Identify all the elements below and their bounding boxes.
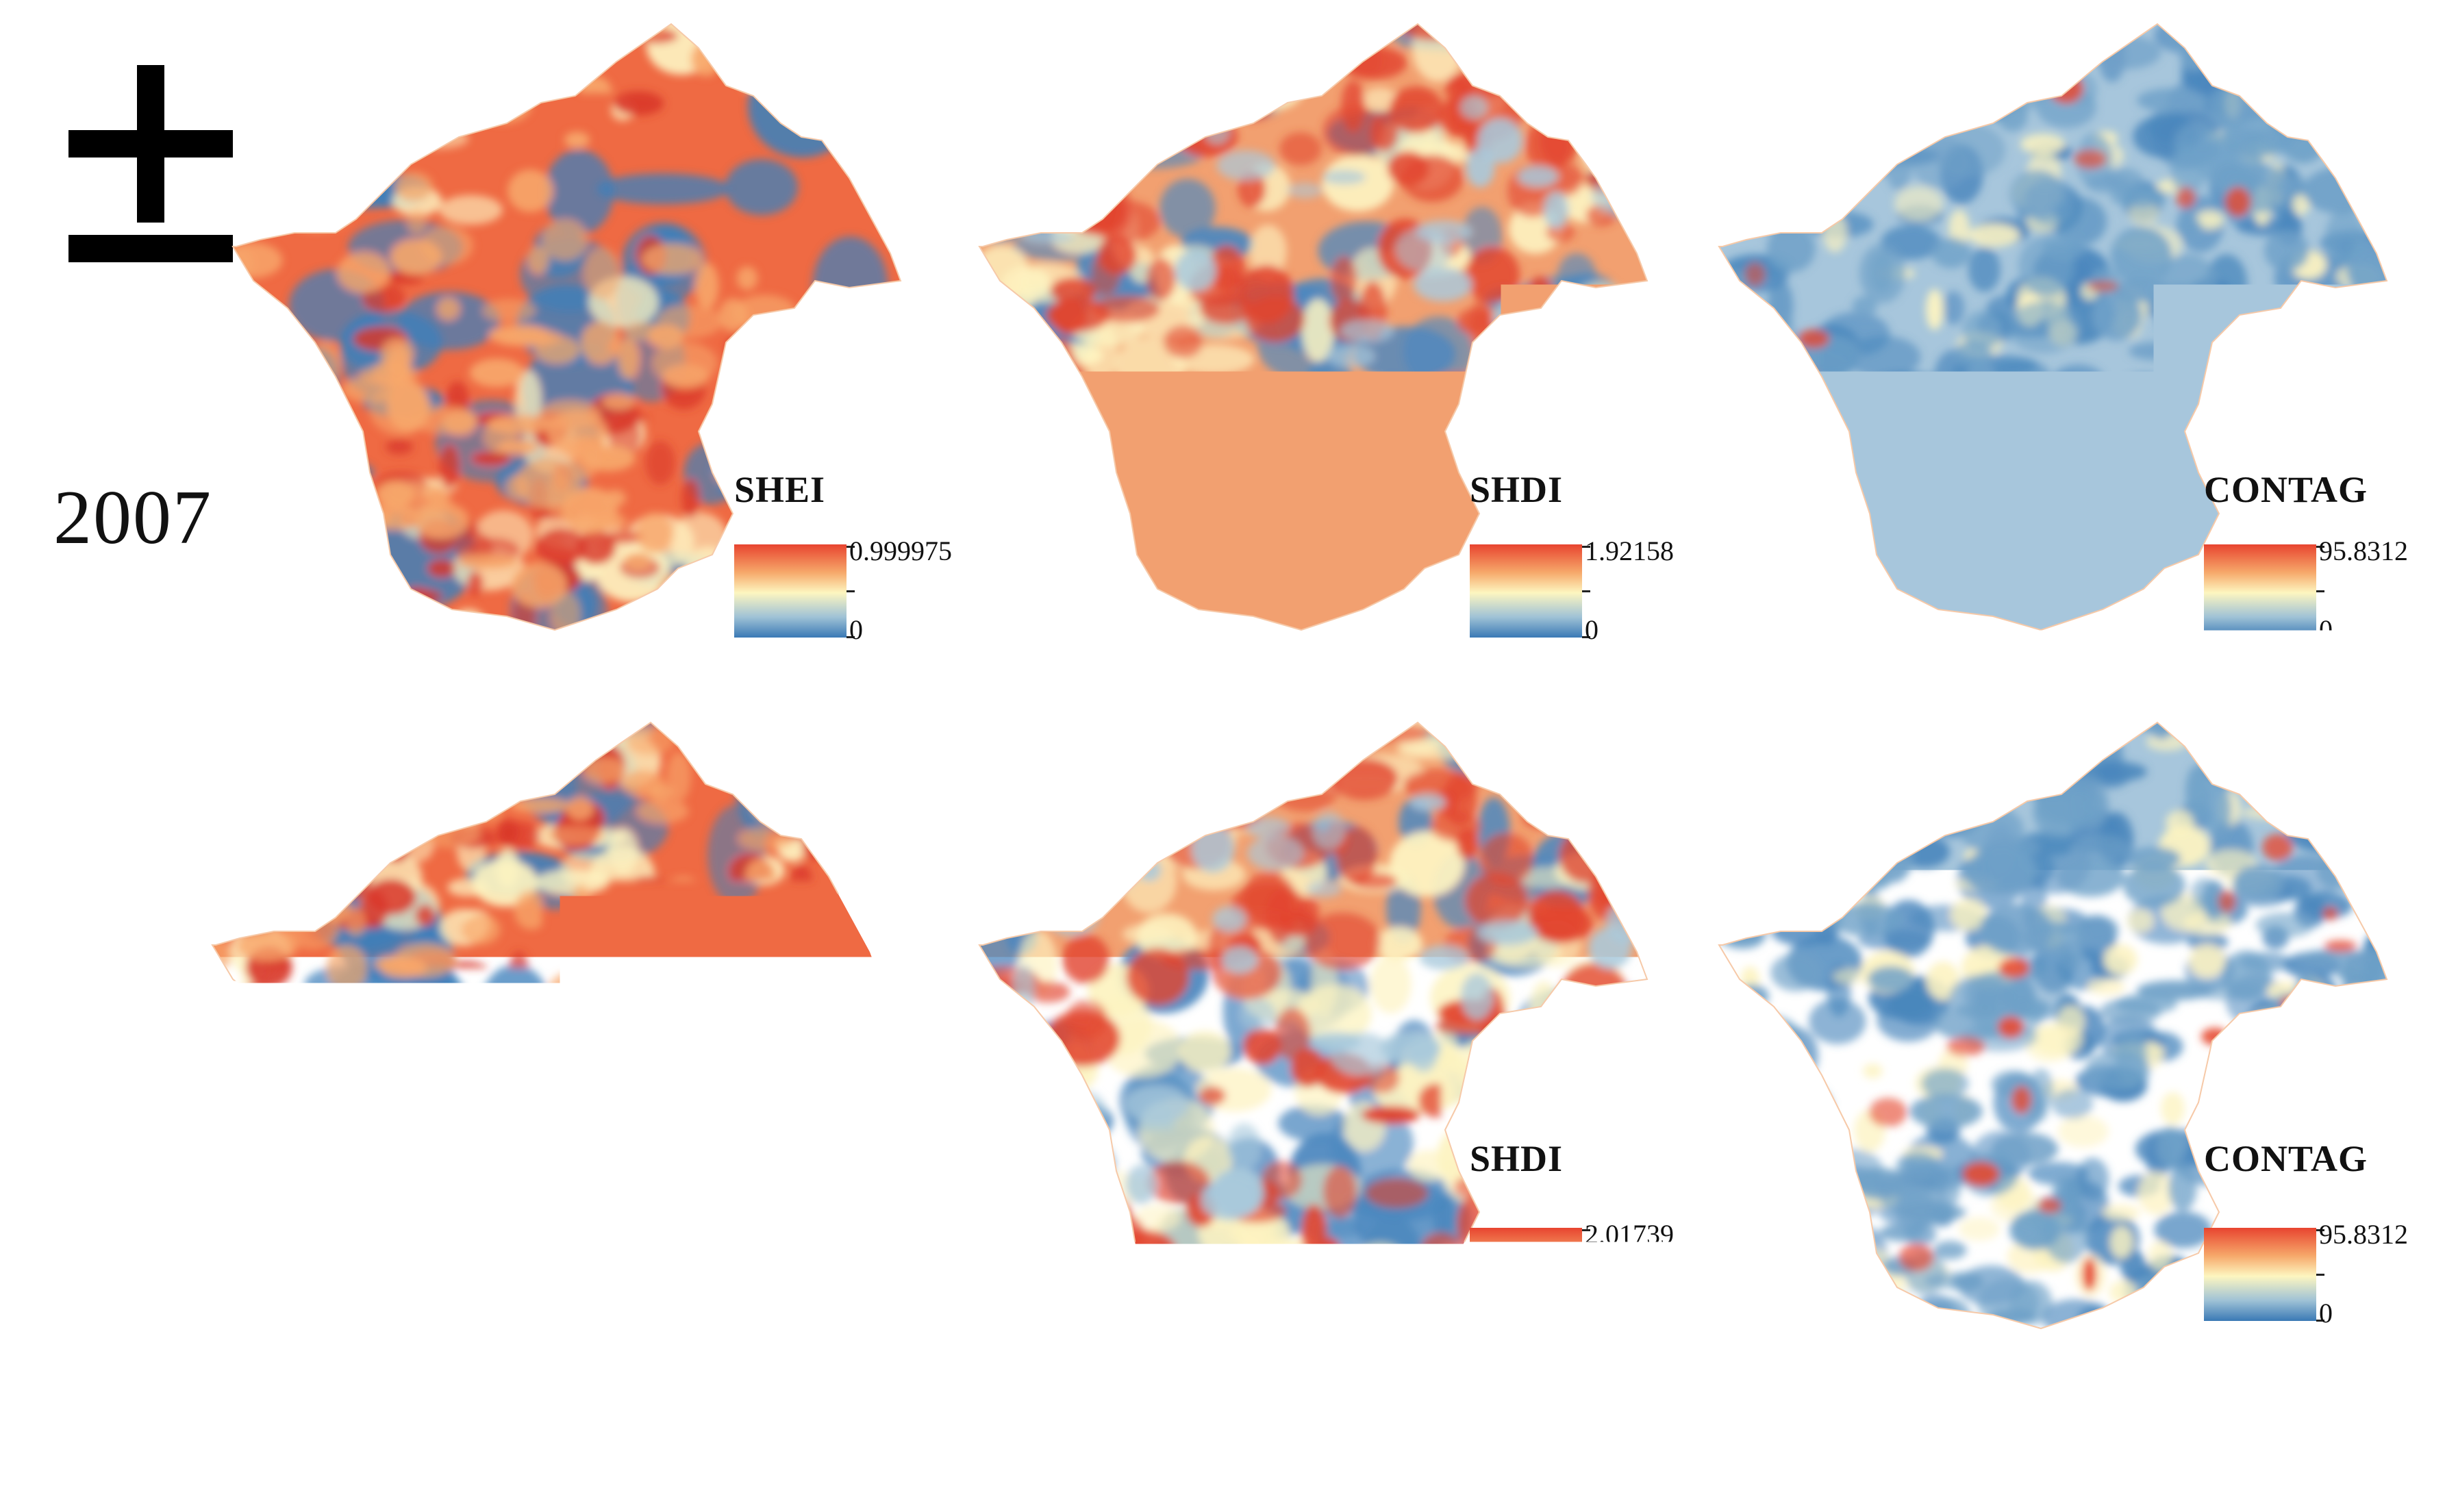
scale-tick: 16 — [156, 1382, 184, 1414]
legend-title-2017-shdi: SHDI — [1470, 1140, 1563, 1177]
legend-gradient-2017-shdi — [1470, 1228, 1582, 1321]
scale-tick: 8 — [99, 1382, 112, 1414]
legend-title-2007-shdi: SHDI — [1470, 471, 1563, 508]
figure-caption: (c) — [1195, 1452, 1242, 1500]
legend-min-2017-contag: 0 — [2319, 1300, 2333, 1327]
legend-max-2007-contag: 95.8312 — [2319, 538, 2408, 565]
legend-min-2017-shdi: 0 — [1585, 1300, 1598, 1327]
year-label-2017: 2017 — [52, 1161, 211, 1237]
legend-title-2017-contag: CONTAG — [2204, 1140, 2368, 1177]
legend-min-2007-shei: 0 — [849, 616, 863, 644]
legend-max-2017-shei: 0.999975 — [849, 1221, 952, 1248]
legend-gradient-2007-shei — [734, 544, 847, 638]
legend-min-2007-contag: 0 — [2319, 616, 2333, 644]
legend-gradient-2007-contag — [2204, 544, 2316, 638]
legend-min-2007-shdi: 0 — [1585, 616, 1598, 644]
legend-max-2007-shei: 0.999975 — [849, 538, 952, 565]
scale-unit: kilometre — [307, 1342, 412, 1374]
scale-tick: 0 — [40, 1382, 53, 1414]
north-arrow-icon — [68, 65, 233, 270]
legend-title-2007-shei: SHEI — [734, 471, 825, 508]
year-label-2007: 2007 — [53, 479, 212, 556]
legend-title-2017-shei: SHEI — [734, 1140, 825, 1177]
legend-max-2017-contag: 95.8312 — [2319, 1221, 2408, 1248]
legend-max-2007-shdi: 1.92158 — [1585, 538, 1674, 565]
legend-title-2007-contag: CONTAG — [2204, 471, 2368, 508]
scale-tick: 4 — [68, 1382, 82, 1414]
legend-gradient-2007-shdi — [1470, 544, 1582, 638]
scale-tick: 32 — [285, 1382, 312, 1414]
legend-min-2017-shei: 0 — [849, 1300, 863, 1327]
legend-gradient-2017-shei — [734, 1228, 847, 1321]
legend-gradient-2017-contag — [2204, 1228, 2316, 1321]
legend-max-2017-shdi: 2.01739 — [1585, 1221, 1674, 1248]
scale-bar — [44, 1350, 304, 1361]
scale-tick: 24 — [221, 1382, 248, 1414]
